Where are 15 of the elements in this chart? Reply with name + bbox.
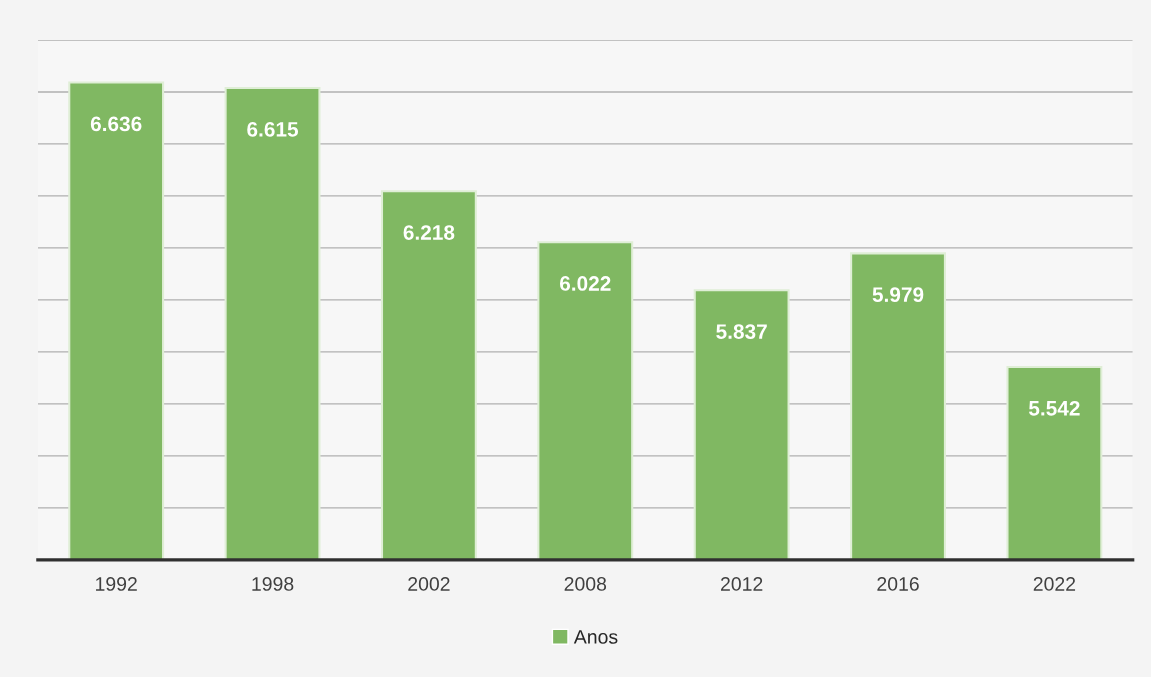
x-tick-label: 2012: [721, 577, 763, 591]
data-label: 6.022: [559, 276, 611, 291]
data-label: 6.218: [403, 225, 455, 240]
x-tick-label: 1992: [96, 577, 137, 591]
x-tick-label: 2016: [877, 577, 919, 591]
x-tick-label: 2008: [564, 577, 607, 591]
data-label: 5.542: [1028, 400, 1080, 416]
data-label: 5.979: [872, 287, 924, 303]
data-label: 6.636: [90, 116, 142, 132]
x-tick-label: 2002: [408, 577, 450, 591]
x-tick-label: 1998: [252, 577, 294, 591]
data-label: 6.615: [247, 121, 299, 137]
x-tick-label: 2022: [1033, 577, 1076, 591]
data-label: 5.837: [716, 324, 767, 339]
legend-label: Anos: [573, 630, 618, 644]
